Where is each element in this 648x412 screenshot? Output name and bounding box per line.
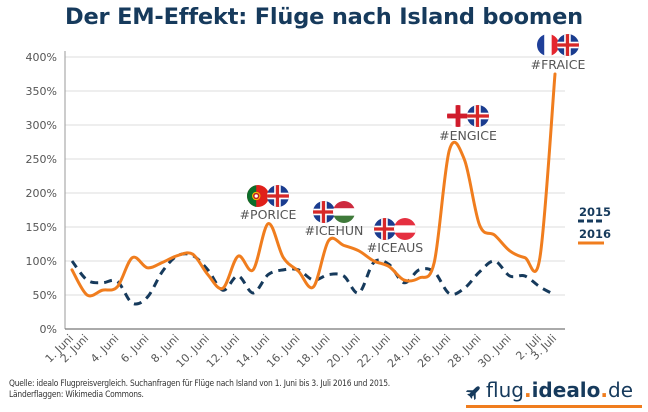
logo-underline: [466, 405, 642, 408]
y-tick-label: 50%: [33, 289, 57, 302]
portugal-flag-icon: [247, 185, 269, 207]
flag-body: [247, 185, 269, 207]
hashtag-label: #ICEHUN: [305, 223, 364, 238]
annotations: #PORICE #ICEHUN#ICEAUS #ENGICE #FRAICE: [240, 34, 586, 255]
legend: 2015 2016: [578, 205, 611, 245]
flag-cross: [455, 105, 461, 127]
austria-flag-icon: [394, 218, 416, 240]
legend-label: 2016: [579, 227, 611, 241]
annotation-engice: #ENGICE: [439, 105, 497, 143]
flag-stripe: [537, 34, 545, 56]
flag-body: [537, 34, 559, 56]
iceland-flag-icon: [313, 201, 335, 223]
hungary-flag-icon: [333, 201, 355, 223]
source-line-1: Quelle: idealo Flugpreisvergleich. Sucha…: [9, 378, 390, 388]
series-lines: [70, 72, 557, 306]
axes: [64, 51, 565, 330]
flag-cross: [475, 105, 480, 127]
chart-title: Der EM-Effekt: Flüge nach Island boomen: [65, 4, 583, 30]
legend-item-2015: 2015: [578, 205, 611, 223]
idealo-logo[interactable]: flug.idealo.de: [466, 378, 642, 408]
flag-cross: [382, 218, 387, 240]
logo-idealo: idealo: [531, 378, 601, 402]
hashtag-label: #PORICE: [240, 207, 297, 222]
source-note: Quelle: idealo Flugpreisvergleich. Sucha…: [9, 378, 390, 400]
hashtag-label: #ENGICE: [439, 128, 497, 143]
annotation-iceaus: #ICEAUS: [367, 218, 423, 255]
y-tick-label: 100%: [26, 255, 57, 268]
flag-cross: [275, 185, 280, 207]
iceland-flag-icon: [467, 105, 489, 127]
flag-body: [333, 201, 355, 223]
annotation-fraice: #FRAICE: [531, 34, 586, 72]
logo-de: de: [608, 378, 634, 402]
hashtag-label: #ICEAUS: [367, 240, 423, 255]
iceland-flag-icon: [557, 34, 579, 56]
x-tick-label: 30. Juni: [475, 332, 513, 370]
x-tick-label: 4. Juni: [88, 332, 121, 365]
flag-body: [313, 201, 335, 223]
y-tick-label: 250%: [26, 153, 57, 166]
flag-body: [267, 185, 289, 207]
flag-stripe: [394, 225, 416, 233]
flag-cross: [565, 34, 570, 56]
logo-flug: flug: [486, 378, 524, 402]
logo-text: flug.idealo.de: [486, 378, 633, 402]
iceland-flag-icon: [374, 218, 396, 240]
y-tick-label: 350%: [26, 85, 57, 98]
flag-stripe: [333, 215, 355, 223]
flag-stripe: [551, 34, 559, 56]
logo-dot: .: [600, 378, 609, 402]
annotation-porice: #PORICE: [240, 185, 297, 222]
flag-body: [394, 218, 416, 240]
flag-stripe: [544, 34, 552, 56]
annotation-icehun: #ICEHUN: [305, 201, 364, 238]
airplane-icon: [466, 386, 480, 400]
france-flag-icon: [537, 34, 559, 56]
y-tick-labels: 0% 50% 100% 150% 200% 250% 300% 350% 400%: [26, 51, 57, 336]
y-tick-label: 200%: [26, 187, 57, 200]
flag-stripe: [333, 208, 355, 216]
flag-field: [247, 185, 257, 207]
england-flag-icon: [447, 105, 469, 127]
flag-body: [557, 34, 579, 56]
flag-stripe: [333, 201, 355, 209]
y-tick-label: 0%: [40, 323, 57, 336]
y-tick-label: 150%: [26, 221, 57, 234]
flag-body: [374, 218, 396, 240]
x-tick-label: 6. Juni: [118, 332, 151, 365]
y-tick-label: 400%: [26, 51, 57, 64]
logo-dot: .: [523, 378, 532, 402]
series-line-2016: [70, 72, 557, 298]
flag-cross: [321, 201, 326, 223]
flag-emblem: [253, 192, 260, 200]
iceland-flag-icon: [267, 185, 289, 207]
legend-item-2016: 2016: [578, 227, 611, 245]
flag-body: [447, 105, 469, 127]
legend-label: 2015: [579, 205, 611, 219]
hashtag-label: #FRAICE: [531, 57, 586, 72]
source-line-2: Länderflaggen: Wikimedia Commons.: [9, 389, 144, 399]
y-tick-label: 300%: [26, 119, 57, 132]
flag-body: [467, 105, 489, 127]
